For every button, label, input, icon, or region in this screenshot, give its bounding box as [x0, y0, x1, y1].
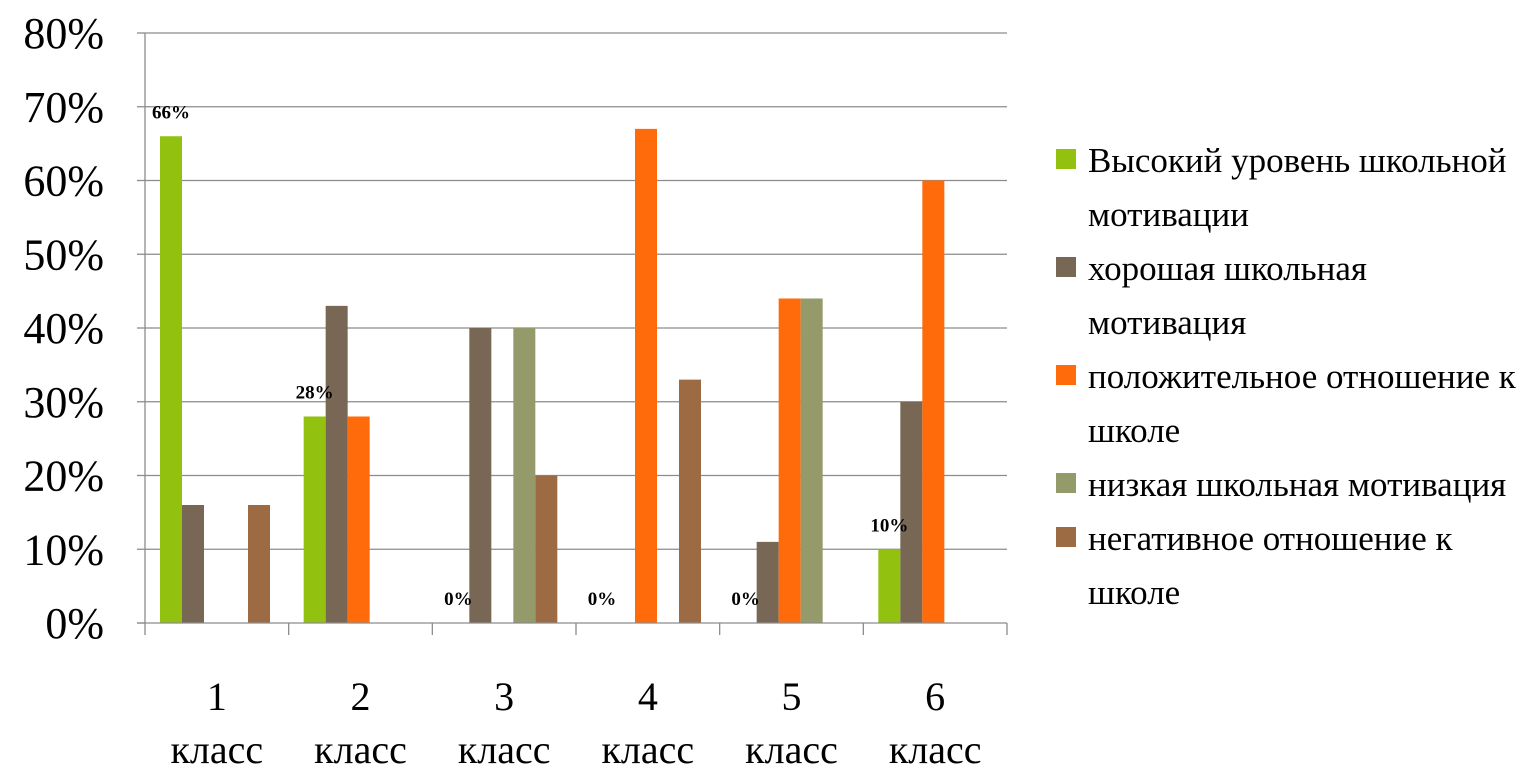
x-tick-label-word: класс [602, 727, 695, 770]
x-tick-label-number: 4 [638, 674, 658, 719]
data-label: 0% [588, 589, 617, 610]
y-tick-label: 0% [45, 599, 104, 648]
y-tick-label: 50% [23, 230, 104, 279]
bar [513, 328, 536, 623]
bar [778, 298, 801, 623]
x-tick-label-number: 2 [351, 674, 371, 719]
y-tick-label: 10% [23, 525, 104, 574]
x-tick-label-word: класс [458, 727, 551, 770]
bar [347, 416, 370, 623]
x-tick-label-word: класс [745, 727, 838, 770]
x-tick-label-number: 6 [925, 674, 945, 719]
x-tick-label-number: 1 [207, 674, 227, 719]
bar [303, 416, 326, 623]
legend: Высокий уровень школьной мотивации хороша… [1056, 134, 1531, 620]
data-label: 10% [870, 515, 908, 536]
y-tick-labels: 0% 10% 20% 30% 40% 50% 60% 70% 80% [23, 9, 104, 648]
legend-label: положительное отношение к школе [1088, 357, 1516, 450]
legend-label: негативное отношение к школе [1088, 519, 1453, 612]
bar [922, 180, 945, 623]
data-label: 0% [444, 589, 473, 610]
legend-item: положительное отношение к школе [1056, 350, 1531, 458]
x-tick-label-number: 3 [494, 674, 514, 719]
y-tick-label: 80% [23, 9, 104, 58]
bar [878, 549, 901, 623]
x-tick-label-word: класс [889, 727, 982, 770]
y-tick-label: 70% [23, 83, 104, 132]
x-tick-label-number: 5 [782, 674, 802, 719]
legend-label: хорошая школьная мотивация [1088, 249, 1368, 342]
bar [469, 328, 492, 623]
legend-swatch [1056, 365, 1076, 385]
data-label: 66% [152, 102, 190, 123]
y-tick-label: 60% [23, 157, 104, 206]
bar [325, 305, 348, 623]
bar [248, 505, 270, 623]
bars [160, 128, 945, 623]
axes [137, 32, 1008, 635]
bar [756, 541, 779, 623]
x-tick-labels: 1 класс 2 класс 3 класс 4 класс 5 класс 6 класс [171, 674, 982, 770]
legend-swatch [1056, 473, 1076, 493]
legend-item: негативное отношение к школе [1056, 512, 1531, 620]
bar [679, 379, 701, 623]
legend-item: хорошая школьная мотивация [1056, 242, 1531, 350]
bar [800, 298, 823, 623]
data-labels: 66% 28% 0% 0% 0% 10% [152, 102, 908, 610]
legend-swatch [1056, 527, 1076, 547]
legend-label: низкая школьная мотивация [1088, 465, 1507, 504]
y-tick-label: 30% [23, 378, 104, 427]
bar [535, 475, 558, 623]
y-tick-label: 40% [23, 304, 104, 353]
data-label: 0% [731, 589, 760, 610]
legend-label: Высокий уровень школьной мотивации [1088, 141, 1507, 234]
bar [182, 505, 204, 623]
legend-item: Высокий уровень школьной мотивации [1056, 134, 1531, 242]
gridlines [145, 32, 1007, 550]
x-tick-label-word: класс [314, 727, 407, 770]
x-tick-label-word: класс [171, 727, 264, 770]
bar [635, 128, 657, 623]
legend-item: низкая школьная мотивация [1056, 458, 1531, 512]
legend-swatch [1056, 257, 1076, 277]
bar [900, 401, 923, 623]
legend-swatch [1056, 149, 1076, 169]
y-tick-label: 20% [23, 452, 104, 501]
data-label: 28% [296, 383, 334, 404]
bar [160, 136, 182, 623]
